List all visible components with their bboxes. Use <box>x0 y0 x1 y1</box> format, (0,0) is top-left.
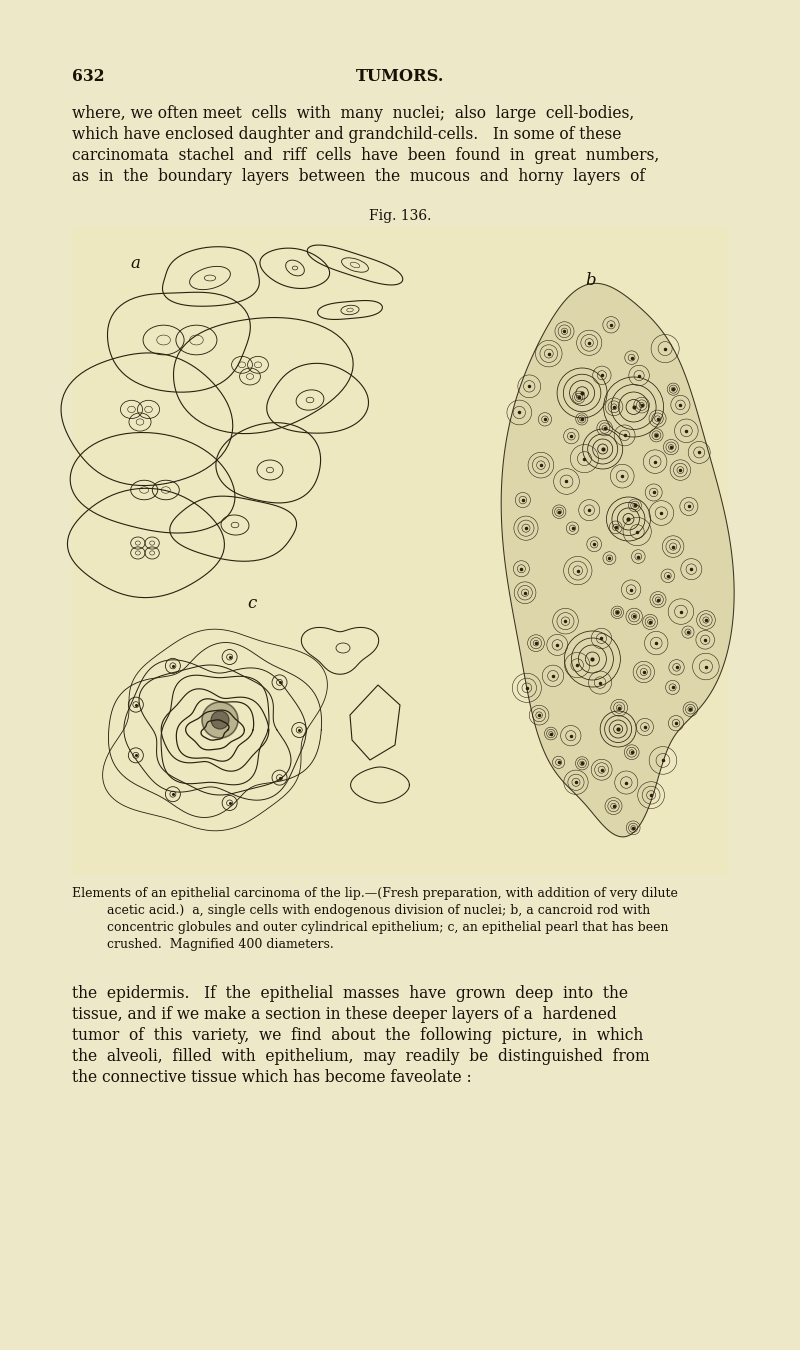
Text: c: c <box>247 595 257 612</box>
Circle shape <box>211 711 229 729</box>
Text: tissue, and if we make a section in these deeper layers of a  hardened: tissue, and if we make a section in thes… <box>72 1006 617 1023</box>
Text: the  epidermis.   If  the  epithelial  masses  have  grown  deep  into  the: the epidermis. If the epithelial masses … <box>72 986 628 1002</box>
Polygon shape <box>501 284 734 837</box>
Text: acetic acid.)  a, single cells with endogenous division of nuclei; b, a cancroid: acetic acid.) a, single cells with endog… <box>107 904 650 917</box>
Text: b: b <box>585 271 596 289</box>
Text: which have enclosed daughter and grandchild-cells.   In some of these: which have enclosed daughter and grandch… <box>72 126 622 143</box>
Text: TUMORS.: TUMORS. <box>356 68 444 85</box>
Text: Elements of an epithelial carcinoma of the lip.—(Fresh preparation, with additio: Elements of an epithelial carcinoma of t… <box>72 887 678 900</box>
Circle shape <box>202 702 238 738</box>
Text: the connective tissue which has become faveolate :: the connective tissue which has become f… <box>72 1069 472 1085</box>
Text: tumor  of  this  variety,  we  find  about  the  following  picture,  in  which: tumor of this variety, we find about the… <box>72 1027 643 1044</box>
Text: crushed.  Magnified 400 diameters.: crushed. Magnified 400 diameters. <box>107 938 334 950</box>
Text: the  alveoli,  filled  with  epithelium,  may  readily  be  distinguished  from: the alveoli, filled with epithelium, may… <box>72 1048 650 1065</box>
Bar <box>72 227 728 875</box>
Text: as  in  the  boundary  layers  between  the  mucous  and  horny  layers  of: as in the boundary layers between the mu… <box>72 167 645 185</box>
Text: carcinomata  stachel  and  riff  cells  have  been  found  in  great  numbers,: carcinomata stachel and riff cells have … <box>72 147 659 163</box>
Text: a: a <box>130 255 140 271</box>
Text: where, we often meet  cells  with  many  nuclei;  also  large  cell-bodies,: where, we often meet cells with many nuc… <box>72 105 634 122</box>
Text: concentric globules and outer cylindrical epithelium; c, an epithelial pearl tha: concentric globules and outer cylindrica… <box>107 921 669 934</box>
Text: Fig. 136.: Fig. 136. <box>369 209 431 223</box>
Text: 632: 632 <box>72 68 105 85</box>
